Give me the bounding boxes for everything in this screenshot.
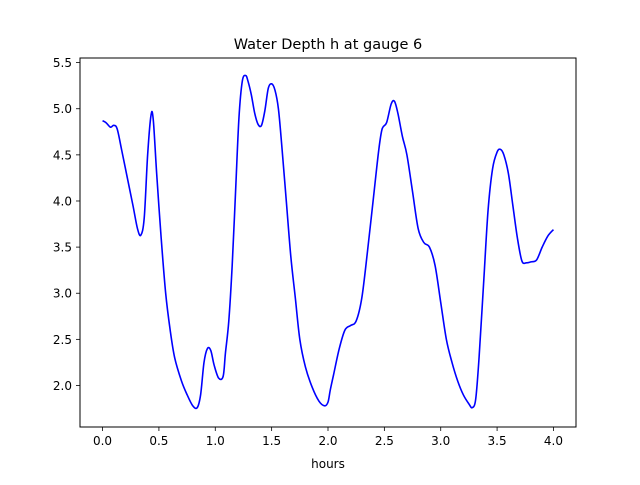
x-tick-label: 1.0 [206,434,225,448]
y-tick-label: 4.5 [53,148,72,162]
x-tick-label: 1.5 [262,434,281,448]
y-tick-label: 2.0 [53,379,72,393]
x-tick-label: 3.5 [488,434,507,448]
x-tick-label: 0.0 [93,434,112,448]
series-line-0 [102,74,555,410]
y-tick-label: 5.5 [53,56,72,70]
x-axis: 0.0 0.5 1.0 1.5 2.0 2.5 3.0 3.5 4.0 [93,427,563,448]
x-tick-label: 2.5 [375,434,394,448]
y-tick-label: 4.0 [53,194,72,208]
x-tick-label: 3.0 [431,434,450,448]
y-tick-label: 5.0 [53,102,72,116]
y-tick-label: 2.5 [53,333,72,347]
y-axis: 2.0 2.5 3.0 3.5 4.0 4.5 5.0 5.5 [53,56,80,393]
x-axis-label: hours [311,457,345,471]
y-tick-label: 3.0 [53,287,72,301]
x-tick-label: 0.5 [149,434,168,448]
plot-area [102,74,555,410]
y-tick-label: 3.5 [53,241,72,255]
x-tick-label: 2.0 [318,434,337,448]
chart-title: Water Depth h at gauge 6 [234,37,422,53]
x-tick-label: 4.0 [544,434,563,448]
